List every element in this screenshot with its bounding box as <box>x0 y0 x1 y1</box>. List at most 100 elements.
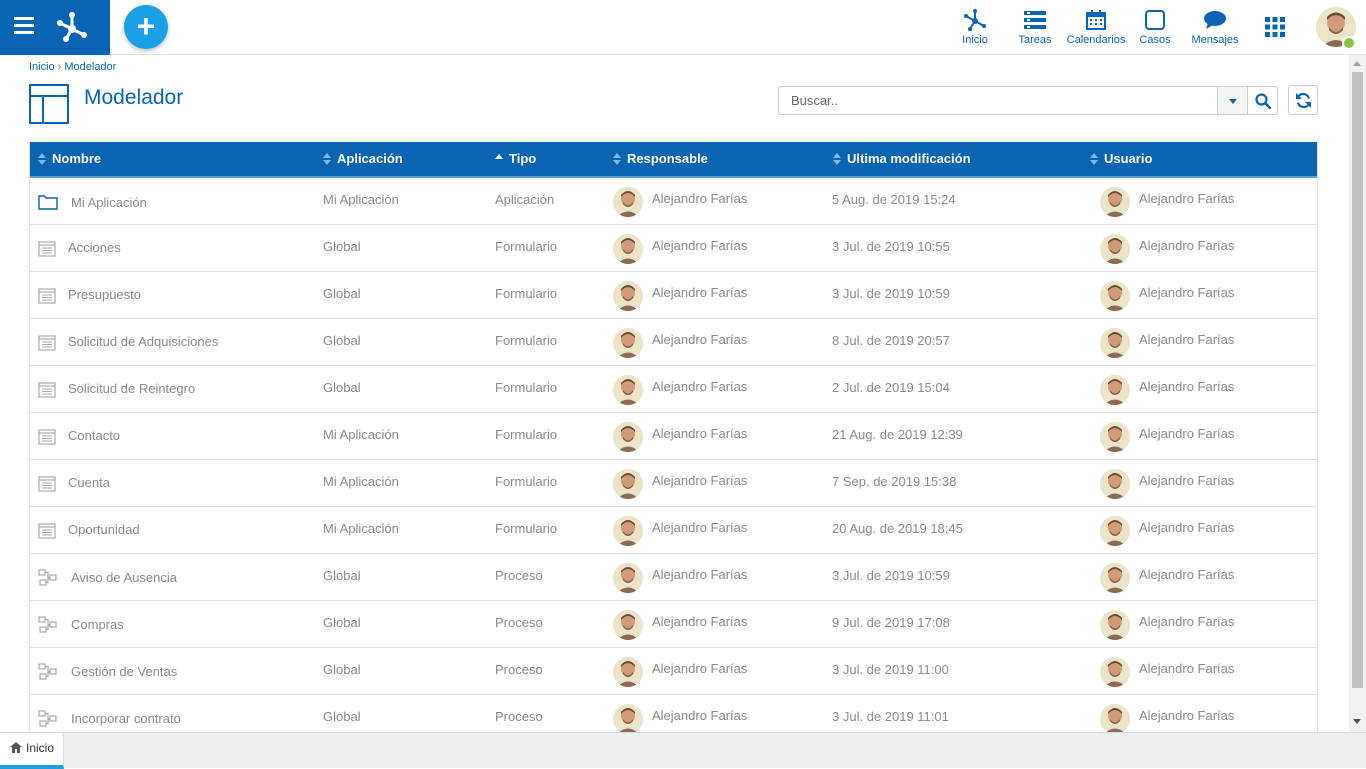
search-input[interactable] <box>778 86 1218 115</box>
cell-ultima-modificacion: 9 Jul. de 2019 17:08 <box>832 615 950 630</box>
breadcrumb: Inicio › Modelador <box>29 61 116 73</box>
cell-nombre[interactable]: Incorporar contrato <box>71 711 181 726</box>
column-header-nombre[interactable]: Nombre <box>38 142 101 176</box>
sort-icon <box>323 152 331 165</box>
nav-inicio[interactable]: Inicio <box>955 0 995 55</box>
scrollbar-thumb[interactable] <box>1352 72 1363 688</box>
column-header-responsable[interactable]: Responsable <box>613 142 708 176</box>
breadcrumb-current[interactable]: Modelador <box>64 61 117 73</box>
cell-tipo: Proceso <box>495 568 543 583</box>
nav-calendarios[interactable]: Calendarios <box>1066 0 1126 55</box>
avatar <box>613 657 643 687</box>
avatar <box>613 187 643 217</box>
nav-mensajes[interactable]: Mensajes <box>1190 0 1240 55</box>
tasks-icon <box>1024 11 1046 29</box>
cell-usuario: Alejandro Farías <box>1139 191 1235 206</box>
cell-usuario: Alejandro Farías <box>1139 661 1235 676</box>
cell-aplicacion: Mi Aplicación <box>323 427 399 442</box>
avatar <box>1100 563 1130 593</box>
table-row[interactable]: Incorporar contrato Global Proceso Alejandr… <box>30 695 1317 732</box>
table-row[interactable]: Gestión de Ventas Global Proceso Alejandro … <box>30 648 1317 695</box>
avatar <box>613 516 643 546</box>
cell-responsable: Alejandro Farías <box>652 285 748 300</box>
scroll-up-arrow-icon[interactable] <box>1353 61 1361 66</box>
cell-aplicacion: Mi Aplicación <box>323 192 399 207</box>
cell-usuario: Alejandro Farías <box>1139 567 1235 582</box>
avatar <box>1100 375 1130 405</box>
cell-ultima-modificacion: 5 Aug. de 2019 15:24 <box>832 192 956 207</box>
cell-nombre[interactable]: Contacto <box>68 428 121 443</box>
cell-nombre[interactable]: Solicitud de Adquisiciones <box>68 334 219 349</box>
cell-ultima-modificacion: 20 Aug. de 2019 18:45 <box>832 521 963 536</box>
column-header-usuario[interactable]: Usuario <box>1090 142 1152 176</box>
cell-nombre[interactable]: Compras <box>71 617 124 632</box>
column-header-aplicacion[interactable]: Aplicación <box>323 142 403 176</box>
table-row[interactable]: Contacto Mi Aplicación Formulario Alejandro… <box>30 413 1317 460</box>
avatar <box>613 375 643 405</box>
modeler-icon <box>964 9 986 31</box>
cell-nombre[interactable]: Mi Aplicación <box>71 195 147 210</box>
cell-ultima-modificacion: 3 Jul. de 2019 11:00 <box>832 662 949 677</box>
cell-ultima-modificacion: 8 Jul. de 2019 20:57 <box>832 333 950 348</box>
cell-nombre[interactable]: Aviso de Ausencia <box>71 570 177 585</box>
table-row[interactable]: Acciones Global Formulario Alejandro Farías… <box>30 225 1317 272</box>
cell-tipo: Formulario <box>495 427 558 442</box>
refresh-button[interactable] <box>1288 85 1318 115</box>
sort-ascending-icon <box>495 153 503 159</box>
table-row[interactable]: Solicitud de Adquisiciones Global Formular… <box>30 319 1317 366</box>
scroll-down-arrow-icon[interactable] <box>1353 719 1361 724</box>
nav-calendarios-label: Calendarios <box>1066 34 1126 46</box>
cell-usuario: Alejandro Farías <box>1139 379 1235 394</box>
search-button[interactable] <box>1247 86 1278 115</box>
cell-nombre[interactable]: Cuenta <box>68 475 110 490</box>
avatar <box>613 610 643 640</box>
modeler-page-icon <box>29 84 69 124</box>
nav-tareas[interactable]: Tareas <box>1015 0 1055 55</box>
table-row[interactable]: Mi Aplicación Mi Aplicación Aplicación Alej… <box>30 178 1317 225</box>
table-row[interactable]: Solicitud de Reintegro Global Formulario Al… <box>30 366 1317 413</box>
cell-aplicacion: Global <box>323 709 361 724</box>
table-row[interactable]: Cuenta Mi Aplicación Formulario Alejandro F… <box>30 460 1317 507</box>
table-row[interactable]: Presupuesto Global Formulario Alejandro Far… <box>30 272 1317 319</box>
sort-icon <box>613 152 621 165</box>
table-row[interactable]: Aviso de Ausencia Global Proceso Alejandro … <box>30 554 1317 601</box>
column-header-tipo[interactable]: Tipo <box>495 142 536 176</box>
cell-tipo: Formulario <box>495 239 558 254</box>
breadcrumb-home-link[interactable]: Inicio <box>29 61 55 73</box>
form-icon <box>38 428 58 446</box>
form-icon <box>38 475 58 493</box>
folder-icon <box>38 193 58 211</box>
form-icon <box>38 522 58 540</box>
table-row[interactable]: Compras Global Proceso Alejandro Farías 9 Ju… <box>30 601 1317 648</box>
calendar-icon <box>1086 10 1106 30</box>
column-header-ultima-modificacion[interactable]: Ultima modificación <box>833 142 971 176</box>
cell-nombre[interactable]: Presupuesto <box>68 287 141 302</box>
avatar <box>1100 234 1130 264</box>
cell-ultima-modificacion: 3 Jul. de 2019 10:59 <box>832 568 950 583</box>
vertical-scrollbar[interactable] <box>1349 55 1366 732</box>
apps-grid-icon[interactable] <box>1265 17 1285 37</box>
cell-responsable: Alejandro Farías <box>652 379 748 394</box>
tab-inicio[interactable]: Inicio <box>0 733 64 769</box>
cell-nombre[interactable]: Gestión de Ventas <box>71 664 178 679</box>
column-header-label: Nombre <box>52 151 102 166</box>
modeler-table: Nombre Aplicación Tipo Responsable Ultim… <box>29 142 1318 732</box>
cell-nombre[interactable]: Oportunidad <box>68 522 140 537</box>
avatar <box>1100 328 1130 358</box>
search-icon <box>1255 93 1271 109</box>
nav-casos[interactable]: Casos <box>1137 0 1173 55</box>
cell-usuario: Alejandro Farías <box>1139 708 1235 723</box>
table-row[interactable]: Oportunidad Mi Aplicación Formulario Alejan… <box>30 507 1317 554</box>
page-title: Modelador <box>84 86 184 109</box>
menu-icon[interactable] <box>14 17 34 35</box>
process-icon <box>38 616 58 634</box>
cell-responsable: Alejandro Farías <box>652 708 748 723</box>
bottom-tab-bar: Inicio <box>0 732 1366 769</box>
avatar <box>1100 422 1130 452</box>
add-button[interactable]: + <box>124 5 168 49</box>
process-icon <box>38 663 58 681</box>
search-dropdown-button[interactable] <box>1217 86 1248 115</box>
app-logo-icon[interactable] <box>54 9 90 45</box>
cell-nombre[interactable]: Solicitud de Reintegro <box>68 381 196 396</box>
cell-nombre[interactable]: Acciones <box>68 240 121 255</box>
